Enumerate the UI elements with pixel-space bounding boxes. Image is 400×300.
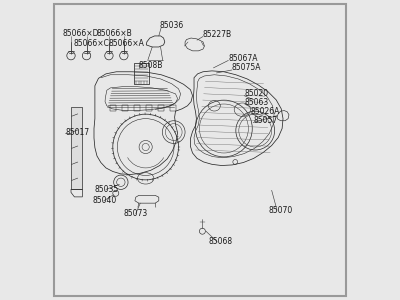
Text: 85035: 85035	[95, 185, 119, 194]
Text: 8508B: 8508B	[139, 61, 163, 70]
Text: 85227B: 85227B	[203, 30, 232, 39]
Text: 85066×D: 85066×D	[63, 29, 99, 38]
Text: 85066×A: 85066×A	[109, 40, 145, 49]
Text: 85017: 85017	[65, 128, 89, 137]
Text: 85066×B: 85066×B	[97, 29, 133, 38]
Text: 85066×C: 85066×C	[73, 40, 109, 49]
Text: 85073: 85073	[124, 209, 148, 218]
Text: 85036: 85036	[160, 21, 184, 30]
Text: 85075A: 85075A	[232, 63, 262, 72]
Text: 85068: 85068	[209, 238, 233, 247]
Polygon shape	[71, 107, 82, 189]
Text: 85063: 85063	[245, 98, 269, 107]
Text: 85020: 85020	[244, 89, 268, 98]
Text: 85040: 85040	[92, 196, 117, 205]
Text: 85067A: 85067A	[228, 53, 258, 62]
Text: 85057: 85057	[253, 116, 278, 125]
Text: 85070: 85070	[269, 206, 293, 215]
Text: 85026A: 85026A	[251, 107, 280, 116]
